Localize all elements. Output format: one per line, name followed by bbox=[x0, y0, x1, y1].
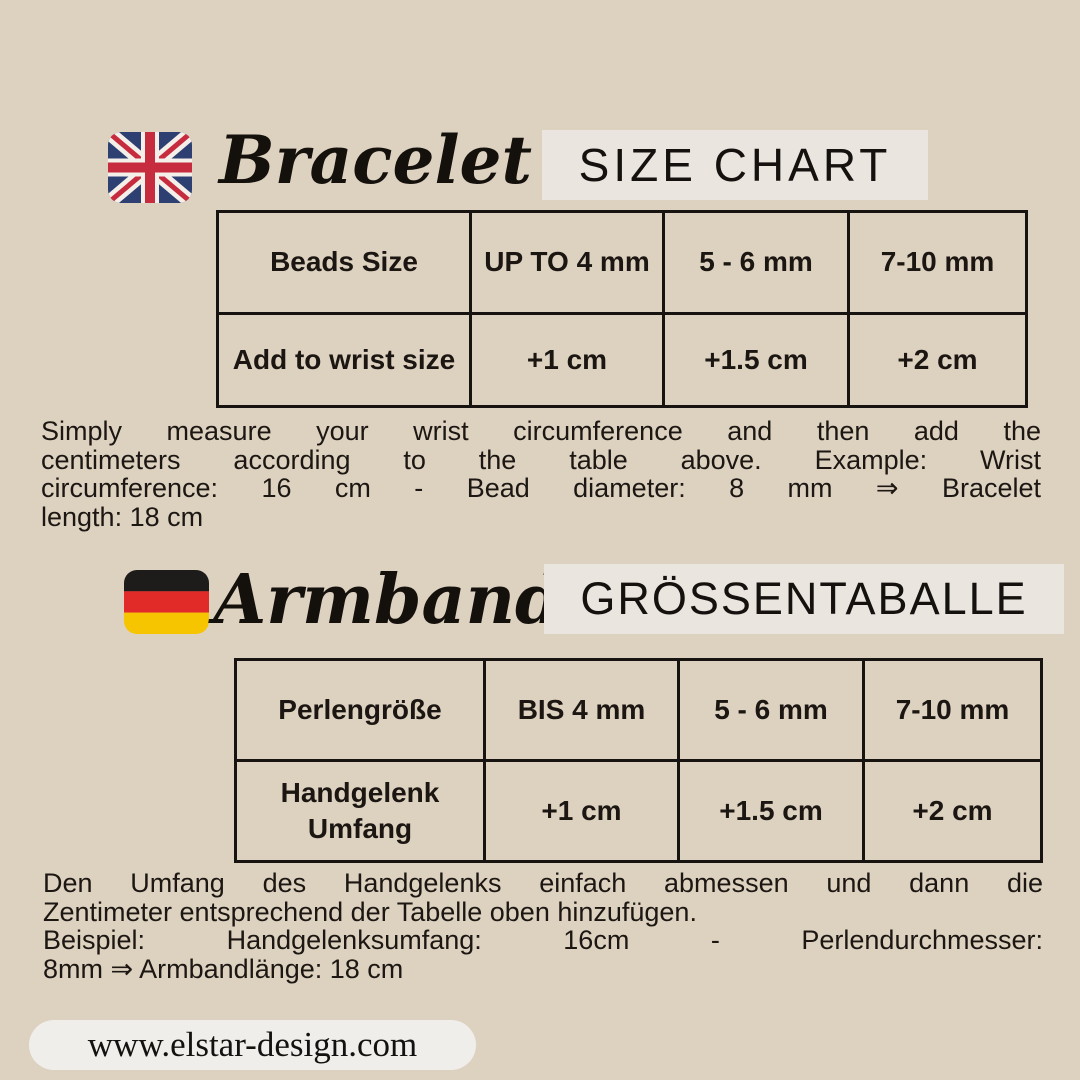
table-cell: +2 cm bbox=[912, 794, 993, 826]
de-description-line: Den Umfang des Handgelenks einfach abmes… bbox=[43, 868, 1043, 898]
website-pill: www.elstar-design.com bbox=[29, 1020, 476, 1070]
de-description-line: Beispiel: Handgelenksumfang: 16cm - Perl… bbox=[43, 925, 1043, 955]
armband-script-title: Armband bbox=[213, 560, 563, 640]
table-cell: 7-10 mm bbox=[865, 661, 1040, 762]
table-cell: UP TO 4 mm bbox=[472, 213, 665, 315]
table-cell: Add to wrist size bbox=[219, 315, 472, 405]
en-description-line: Simply measure your wrist circumference … bbox=[41, 416, 1041, 446]
table-cell: 5 - 6 mm bbox=[680, 661, 865, 762]
table-cell: +1 cm bbox=[472, 315, 665, 405]
table-cell: BIS 4 mm bbox=[486, 661, 680, 762]
en-description-line: length: 18 cm bbox=[41, 501, 204, 532]
size-table-de: Perlengröße BIS 4 mm 5 - 6 mm 7-10 mm Ha… bbox=[234, 658, 1043, 863]
table-cell: +1.5 cm bbox=[665, 315, 850, 405]
table-cell: 7-10 mm bbox=[850, 213, 1025, 315]
table-cell: Perlengröße bbox=[237, 661, 486, 762]
table-cell: Beads Size bbox=[219, 213, 472, 315]
groessentabelle-title: GRÖSSENTABALLE bbox=[544, 564, 1064, 634]
table-cell: Handgelenk Umfang bbox=[237, 762, 486, 860]
de-description: Den Umfang des Handgelenks einfach abmes… bbox=[43, 869, 1043, 983]
de-description-line: 8mm ⇒ Armbandlänge: 18 cm bbox=[43, 953, 404, 984]
en-description-line: centimeters according to the table above… bbox=[41, 444, 1041, 475]
germany-flag-icon bbox=[124, 570, 209, 634]
size-table-en: Beads Size UP TO 4 mm 5 - 6 mm 7-10 mm A… bbox=[216, 210, 1028, 408]
uk-flag-icon bbox=[108, 132, 192, 203]
table-cell: 5 - 6 mm bbox=[665, 213, 850, 315]
en-description-line: circumference: 16 cm - Bead diameter: 8 … bbox=[41, 473, 1041, 503]
de-description-line: Zentimeter entsprechend der Tabelle oben… bbox=[43, 896, 697, 927]
size-chart-title: SIZE CHART bbox=[542, 130, 928, 200]
bracelet-script-title: Bracelet bbox=[218, 121, 533, 199]
table-cell: +2 cm bbox=[897, 343, 978, 375]
en-description: Simply measure your wrist circumference … bbox=[41, 417, 1041, 531]
table-cell: +1.5 cm bbox=[680, 762, 865, 860]
website-url: www.elstar-design.com bbox=[87, 1025, 418, 1064]
table-cell: +1 cm bbox=[486, 762, 680, 860]
